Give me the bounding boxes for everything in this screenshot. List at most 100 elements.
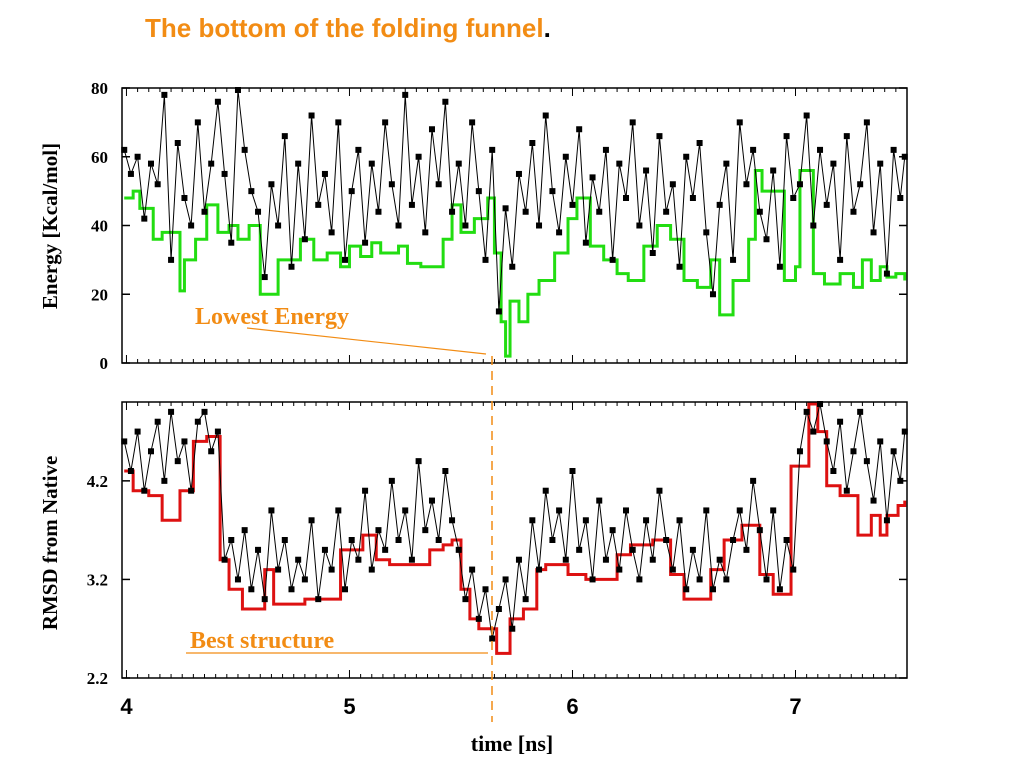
x-axis-ticks: 4 5 6 7: [120, 694, 801, 719]
rmsd-raw-point: [676, 517, 683, 524]
rmsd-raw-point: [763, 576, 770, 583]
energy-raw-point: [442, 98, 449, 105]
energy-raw-point: [823, 201, 830, 208]
rmsd-raw-point: [529, 517, 536, 524]
rmsd-raw-line: [123, 403, 906, 639]
rmsd-raw-point: [709, 586, 716, 593]
rmsd-raw-point: [810, 428, 817, 435]
y-tick-label: 20: [91, 285, 108, 304]
energy-raw-point: [549, 188, 556, 195]
y-tick-label: 4.2: [87, 472, 108, 491]
rmsd-raw-point: [141, 487, 148, 494]
rmsd-raw-point: [328, 566, 335, 573]
energy-raw-point: [689, 195, 696, 201]
energy-raw-point: [408, 201, 415, 208]
rmsd-raw-point: [743, 546, 750, 553]
energy-raw-point: [850, 208, 857, 215]
x-tick-label: 4: [120, 694, 133, 719]
rmsd-raw-point: [750, 477, 757, 484]
energy-raw-point: [308, 112, 315, 119]
rmsd-raw-point: [696, 576, 703, 583]
energy-raw-point: [188, 222, 195, 229]
energy-raw-point: [857, 181, 864, 188]
energy-raw-point: [830, 160, 837, 167]
rmsd-raw-point: [214, 428, 221, 435]
rmsd-raw-point: [549, 537, 556, 543]
energy-raw-point: [596, 208, 603, 215]
energy-raw-point: [783, 133, 790, 140]
energy-raw-point: [750, 146, 757, 153]
energy-raw-point: [696, 140, 703, 146]
rmsd-raw-point: [616, 566, 623, 573]
rmsd-raw-point: [281, 537, 288, 543]
figure-title: The bottom of the folding funnel.: [145, 13, 551, 43]
energy-raw-point: [328, 229, 335, 236]
energy-raw-point: [248, 188, 255, 195]
rmsd-raw-point: [522, 596, 529, 603]
energy-raw-point: [335, 119, 342, 126]
energy-raw-point: [469, 119, 476, 126]
rmsd-raw-point: [636, 576, 643, 583]
energy-min-series: [124, 169, 907, 358]
energy-raw-point: [616, 160, 623, 167]
rmsd-raw-point: [877, 438, 884, 445]
energy-raw-point: [402, 91, 409, 98]
rmsd-raw-point: [388, 477, 395, 484]
energy-panel: 0 20 40 60 80 Energy [Kcal/mol] Lowest Energ…: [38, 79, 908, 373]
rmsd-raw-point: [509, 625, 516, 632]
energy-raw-point: [435, 181, 442, 188]
rmsd-min-series: [124, 402, 907, 655]
energy-raw-point: [810, 222, 817, 229]
rmsd-raw-point: [435, 537, 442, 543]
energy-raw-point: [522, 208, 529, 215]
energy-raw-point: [609, 256, 616, 263]
rmsd-raw-point: [295, 556, 302, 563]
rmsd-raw-point: [194, 418, 201, 425]
energy-raw-point: [723, 160, 730, 167]
energy-raw-point: [656, 133, 663, 140]
energy-raw-point: [141, 215, 148, 222]
rmsd-raw-point: [248, 586, 255, 593]
energy-raw-point: [362, 239, 369, 246]
rmsd-raw-point: [716, 556, 723, 563]
y-tick-label: 80: [91, 79, 108, 98]
rmsd-raw-point: [342, 586, 349, 593]
energy-plot-frame: [121, 87, 908, 364]
energy-raw-point: [489, 146, 496, 153]
rmsd-raw-point: [188, 487, 195, 494]
energy-raw-point: [502, 205, 509, 212]
rmsd-raw-point: [228, 537, 235, 543]
rmsd-raw-point: [823, 438, 830, 445]
energy-raw-point: [382, 119, 389, 126]
rmsd-raw-point: [689, 546, 696, 553]
energy-raw-point: [462, 222, 469, 229]
rmsd-raw-point: [723, 576, 730, 583]
energy-raw-point: [168, 256, 175, 263]
energy-raw-point: [569, 201, 576, 208]
rmsd-raw-point: [569, 468, 576, 474]
rmsd-raw-point: [596, 497, 603, 504]
rmsd-raw-point: [817, 401, 824, 407]
energy-raw-point: [763, 236, 770, 243]
rmsd-raw-point: [355, 556, 362, 563]
energy-raw-point: [194, 119, 201, 126]
energy-raw-point: [897, 195, 904, 201]
rmsd-y-axis-label: RMSD from Native: [38, 456, 62, 631]
rmsd-raw-point: [776, 586, 783, 593]
energy-raw-point: [843, 133, 850, 140]
rmsd-raw-point: [756, 527, 763, 534]
energy-raw-point: [208, 160, 215, 167]
energy-raw-point: [589, 174, 596, 181]
energy-raw-point: [355, 146, 362, 153]
energy-raw-point: [281, 133, 288, 140]
rmsd-raw-point: [308, 517, 315, 524]
rmsd-raw-point: [796, 448, 803, 455]
rmsd-raw-point: [255, 546, 262, 553]
energy-raw-point: [709, 291, 716, 298]
energy-annotation-leader: [246, 327, 487, 355]
energy-raw-point: [623, 195, 630, 201]
energy-raw-point: [275, 222, 282, 229]
rmsd-raw-point: [181, 438, 188, 445]
energy-raw-point: [342, 256, 349, 263]
y-tick-label: 3.2: [87, 570, 108, 589]
